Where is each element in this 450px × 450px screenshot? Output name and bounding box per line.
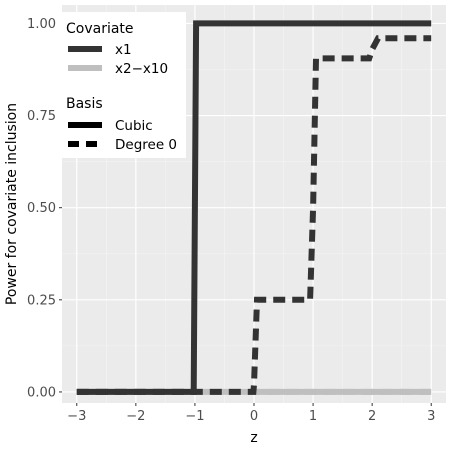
legend-covariate-title: Covariate bbox=[66, 21, 134, 37]
x-tick-label: −2 bbox=[126, 409, 145, 424]
axes: −3 −2 −1 0 1 2 3 0.00 0.25 0.50 0.75 1.00 bbox=[27, 17, 435, 424]
y-axis-title: Power for covariate inclusion bbox=[4, 103, 20, 305]
legend-label-cubic: Cubic bbox=[115, 118, 153, 134]
y-tick-label: 0.00 bbox=[27, 385, 56, 400]
x-tick-label: 0 bbox=[250, 409, 258, 424]
x-axis-title: z bbox=[250, 430, 257, 446]
series-line-x1-cubic bbox=[76, 20, 432, 395]
x-tick-label: −1 bbox=[185, 409, 204, 424]
legend-basis: Basis Cubic Degree 0 bbox=[58, 90, 186, 158]
legend-label-x1: x1 bbox=[115, 42, 132, 58]
x-tick-label: −3 bbox=[67, 409, 86, 424]
x-tick-label: 3 bbox=[427, 409, 435, 424]
x-tick-label: 2 bbox=[368, 409, 376, 424]
y-tick-label: 0.50 bbox=[27, 201, 56, 216]
y-tick-label: 0.75 bbox=[27, 109, 56, 124]
plot-series bbox=[76, 20, 432, 395]
y-tick-label: 1.00 bbox=[27, 17, 56, 32]
x-tick-label: 1 bbox=[309, 409, 317, 424]
y-tick-label: 0.25 bbox=[27, 293, 56, 308]
series-line-x1-degree-0 bbox=[76, 35, 432, 395]
legend-label-x2-x10: x2−x10 bbox=[115, 61, 168, 77]
legend-covariate: Covariate x1 x2−x10 bbox=[58, 12, 186, 90]
legend-basis-title: Basis bbox=[66, 96, 103, 112]
legend-label-degree-0: Degree 0 bbox=[115, 137, 177, 153]
